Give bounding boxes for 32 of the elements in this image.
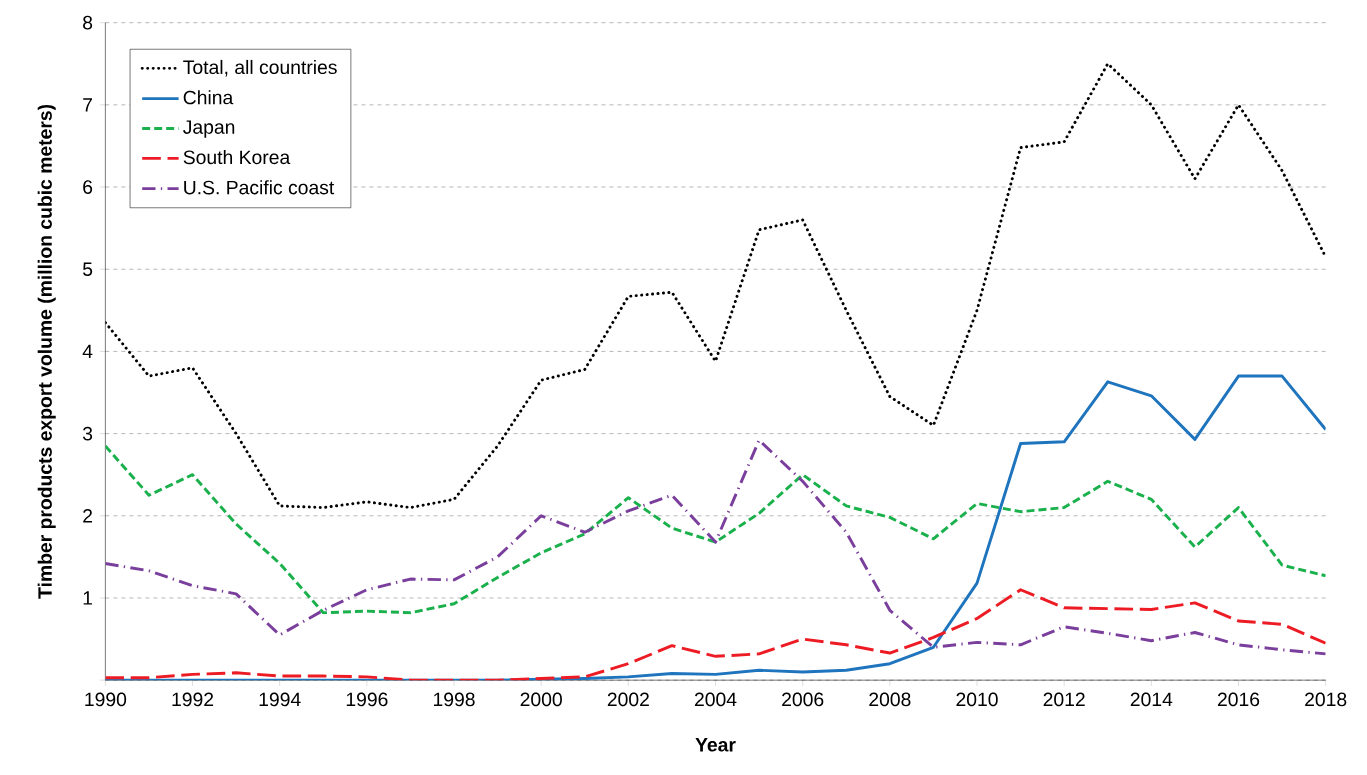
x-tick-label: 2016 — [1217, 692, 1260, 707]
line-series — [105, 444, 1326, 615]
x-tick-label: 2010 — [956, 692, 998, 707]
y-tick-label: 3 — [82, 426, 93, 441]
legend-label: Total, all countries — [183, 59, 337, 77]
x-tick-label: 2018 — [1305, 692, 1347, 707]
x-tick-label: 2004 — [694, 692, 737, 707]
legend-label: U.S. Pacific coast — [184, 180, 335, 195]
legend-label: China — [183, 90, 234, 105]
y-tick-label: 2 — [83, 509, 92, 523]
x-tick-label: 1998 — [433, 692, 475, 707]
x-tick-label: 1992 — [172, 692, 214, 707]
x-axis-title: Year — [695, 738, 736, 752]
x-tick-label: 1994 — [259, 692, 301, 707]
line-series — [105, 438, 1326, 656]
y-axis-title: Timber products export volume (million cubic meters) — [37, 104, 56, 599]
x-tick-label: 1996 — [346, 692, 388, 707]
legend-label: South Korea — [183, 150, 291, 165]
y-tick-label: 8 — [83, 15, 93, 30]
y-tick-label: 7 — [83, 98, 92, 112]
x-tick-label: 1990 — [85, 692, 127, 707]
x-tick-label: 2008 — [869, 692, 911, 707]
legend-label: Japan — [183, 120, 235, 138]
x-tick-label: 2014 — [1130, 692, 1173, 707]
y-tick-label: 5 — [82, 262, 93, 277]
x-tick-label: 2012 — [1043, 692, 1085, 707]
x-tick-label: 2002 — [607, 692, 649, 707]
x-tick-label: 2000 — [520, 692, 562, 707]
y-tick-label: 1 — [83, 591, 93, 605]
y-tick-label: 6 — [83, 180, 93, 194]
y-tick-label: 4 — [82, 344, 93, 359]
x-tick-label: 2006 — [782, 692, 824, 707]
